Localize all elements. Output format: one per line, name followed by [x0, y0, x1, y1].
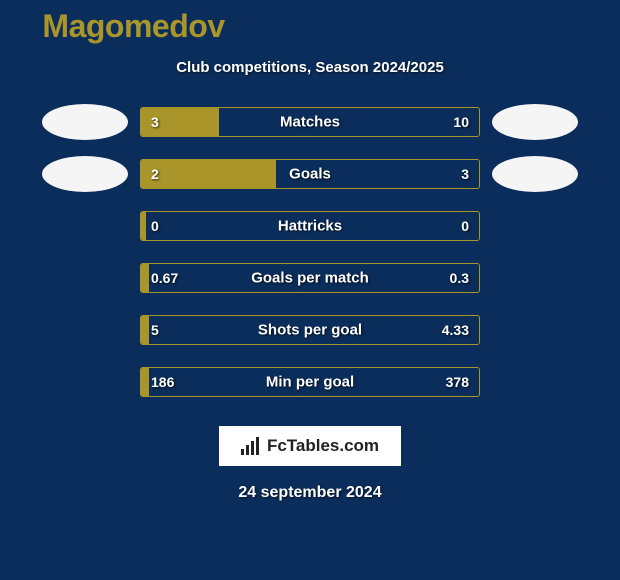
bar-fill — [141, 368, 149, 396]
player1-avatar — [42, 104, 128, 140]
stats-row: 5 Shots per goal 4.33 — [42, 312, 578, 348]
chart-icon — [241, 437, 261, 455]
stat-value-right: 10 — [453, 114, 469, 130]
avatar-placeholder — [492, 364, 578, 400]
stats-row: 186 Min per goal 378 — [42, 364, 578, 400]
stat-label: Matches — [280, 114, 340, 131]
stat-value-left: 5 — [151, 322, 159, 338]
bar-fill — [141, 160, 276, 188]
subtitle: Club competitions, Season 2024/2025 — [176, 59, 444, 76]
avatar-placeholder — [492, 312, 578, 348]
bar-fill — [141, 264, 149, 292]
avatar-placeholder — [42, 260, 128, 296]
stat-bar: 0 Hattricks 0 — [140, 211, 480, 241]
stat-label: Goals per match — [251, 270, 369, 287]
stat-label: Hattricks — [278, 218, 342, 235]
avatar-placeholder — [492, 208, 578, 244]
avatar-placeholder — [42, 312, 128, 348]
stat-value-right: 0 — [461, 218, 469, 234]
stat-value-right: 4.33 — [442, 322, 469, 338]
stat-label: Shots per goal — [258, 322, 362, 339]
stat-bar: 2 Goals 3 — [140, 159, 480, 189]
stat-value-left: 0 — [151, 218, 159, 234]
stat-value-left: 2 — [151, 166, 159, 182]
player2-name: Axel Medina Aguayo — [275, 8, 578, 44]
stat-value-left: 0.67 — [151, 270, 178, 286]
stats-list: 3 Matches 10 2 Goals 3 0 Hattricks 0 0.67 Goals pe… — [42, 104, 578, 416]
avatar-placeholder — [42, 364, 128, 400]
stat-value-right: 378 — [446, 374, 469, 390]
stats-row: 0 Hattricks 0 — [42, 208, 578, 244]
stats-row: 3 Matches 10 — [42, 104, 578, 140]
stat-bar: 3 Matches 10 — [140, 107, 480, 137]
date-text: 24 september 2024 — [238, 484, 381, 502]
stat-bar: 0.67 Goals per match 0.3 — [140, 263, 480, 293]
stat-value-left: 3 — [151, 114, 159, 130]
vs-text: vs — [225, 8, 275, 44]
page-title: Magomedov vs Axel Medina Aguayo — [42, 8, 577, 45]
stats-row: 0.67 Goals per match 0.3 — [42, 260, 578, 296]
comparison-infographic: Magomedov vs Axel Medina Aguayo Club com… — [0, 0, 620, 580]
bar-fill — [141, 212, 146, 240]
player2-avatar — [492, 104, 578, 140]
avatar-placeholder — [42, 208, 128, 244]
stats-row: 2 Goals 3 — [42, 156, 578, 192]
watermark: FcTables.com — [219, 426, 401, 466]
stat-value-right: 3 — [461, 166, 469, 182]
stat-value-right: 0.3 — [450, 270, 469, 286]
player1-avatar — [42, 156, 128, 192]
player1-name: Magomedov — [42, 8, 224, 44]
avatar-placeholder — [492, 260, 578, 296]
stat-label: Min per goal — [266, 374, 354, 391]
bar-fill — [141, 316, 149, 344]
stat-value-left: 186 — [151, 374, 174, 390]
stat-bar: 5 Shots per goal 4.33 — [140, 315, 480, 345]
stat-label: Goals — [289, 166, 331, 183]
stat-bar: 186 Min per goal 378 — [140, 367, 480, 397]
player2-avatar — [492, 156, 578, 192]
watermark-text: FcTables.com — [267, 436, 379, 456]
